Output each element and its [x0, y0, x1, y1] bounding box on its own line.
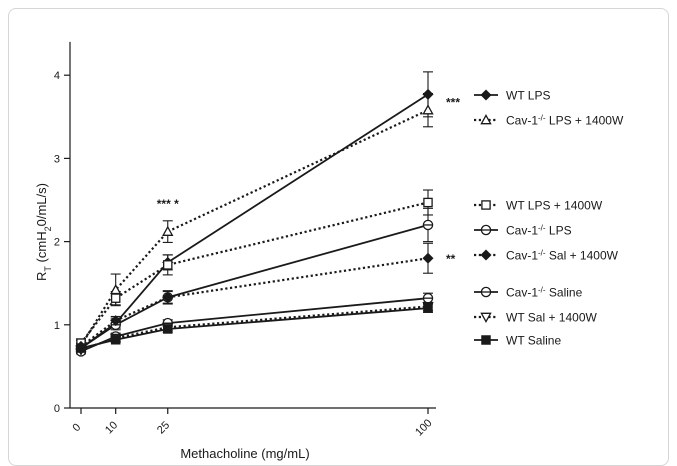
series-2-point [422, 104, 434, 115]
series-3-line [80, 201, 429, 344]
x-tick-label: 100 [413, 417, 434, 438]
series-8-point [162, 324, 173, 334]
series-5-point [422, 252, 434, 264]
legend-marker [481, 335, 491, 345]
legend-label: Cav-1-/- LPS [506, 223, 572, 238]
y-tick-label: 4 [54, 70, 60, 82]
series-5-point [110, 315, 122, 327]
x-tick-label: 25 [155, 419, 172, 436]
significance-annotation: *** [446, 96, 460, 110]
series-2-point [162, 225, 174, 236]
y-tick-label: 1 [54, 320, 60, 332]
y-tick-label: 0 [54, 403, 60, 415]
legend-label: Cav-1-/- Saline [506, 285, 583, 300]
legend: WT LPS Cav-1-/- LPS + 1400W WT LPS + 1400W… [474, 89, 624, 348]
legend-marker [480, 224, 492, 236]
series-5-line [80, 257, 429, 348]
tick-labels: 0 1 2 3 4 0 10 25 100 [54, 70, 435, 438]
legend-marker [480, 286, 492, 298]
y-tick-label: 2 [54, 237, 60, 249]
x-tick-label: 0 [70, 421, 83, 434]
legend-item-7: WT Sal + 1400W [474, 311, 597, 325]
y-axis-label: RT (cmH20/mL/s) [34, 183, 53, 281]
significance-annotation: ** [446, 252, 456, 266]
series-markers [75, 88, 434, 357]
legend-marker [480, 114, 492, 125]
series-6-point [422, 292, 434, 304]
series-2-point [109, 283, 122, 295]
series-1-point [422, 88, 434, 100]
legend-label: WT LPS [506, 89, 550, 103]
legend-label: WT Saline [506, 334, 561, 348]
x-tick-label: 10 [103, 419, 120, 436]
legend-label: Cav-1-/- Sal + 1400W [506, 248, 619, 263]
legend-item-4: Cav-1-/- LPS [474, 223, 572, 238]
legend-item-5: Cav-1-/- Sal + 1400W [474, 248, 619, 263]
annotations: *** ****** [157, 96, 461, 266]
series-4-line [80, 224, 429, 349]
legend-label: WT Sal + 1400W [506, 311, 597, 325]
legend-item-3: WT LPS + 1400W [474, 199, 603, 213]
x-axis-label: Methacholine (mg/mL) [180, 446, 309, 461]
legend-marker [480, 89, 492, 101]
legend-item-1: WT LPS [474, 89, 550, 103]
series-3-point [110, 293, 121, 303]
legend-item-8: WT Saline [474, 334, 561, 348]
y-tick-label: 3 [54, 153, 60, 165]
series-8-point [110, 335, 121, 345]
series-3-point [423, 197, 433, 208]
series-8-line [80, 307, 429, 349]
legend-item-6: Cav-1-/- Saline [474, 285, 583, 300]
legend-marker [481, 200, 491, 210]
figure-frame [8, 8, 669, 466]
series-3-point [162, 260, 173, 270]
legend-marker [480, 312, 492, 323]
series-4-point [422, 219, 434, 231]
series-8-point [76, 343, 86, 353]
legend-marker [480, 249, 492, 261]
series-5-point [162, 291, 174, 303]
legend-item-2: Cav-1-/- LPS + 1400W [474, 113, 624, 128]
legend-label: WT LPS + 1400W [506, 199, 603, 213]
series-8-point [423, 303, 433, 313]
legend-label: Cav-1-/- LPS + 1400W [506, 113, 624, 128]
series-lines [80, 93, 429, 353]
series-6-line [80, 297, 429, 353]
axes [64, 41, 436, 414]
significance-annotation: *** * [157, 197, 179, 211]
series-7-line [80, 305, 429, 351]
